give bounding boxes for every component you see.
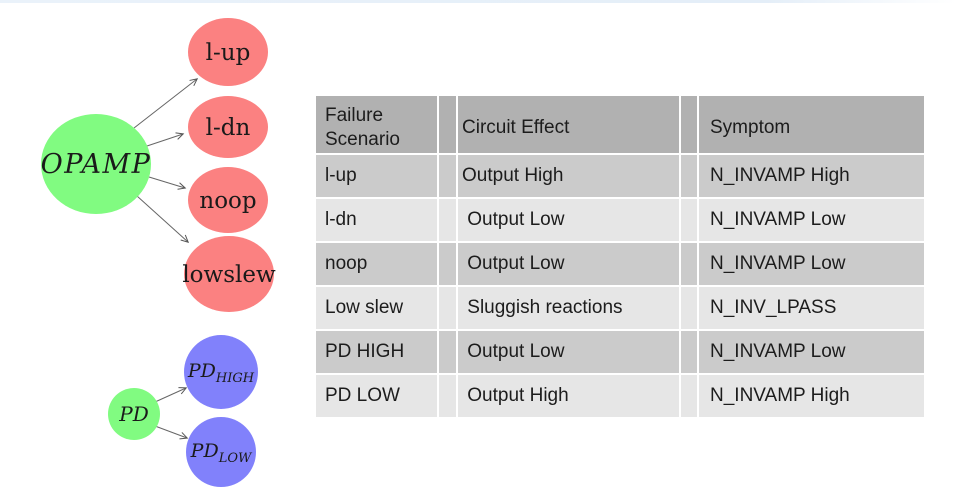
- node-noop: [188, 167, 268, 233]
- cell-r1-spacer1: [439, 155, 456, 197]
- node-pd: [108, 388, 160, 440]
- node-l-up-label: l-up: [206, 40, 251, 66]
- node-pd-high-main: PD: [187, 360, 216, 382]
- cell-r4-scenario: Low slew: [316, 287, 437, 329]
- node-lowslew-label: lowslew: [182, 262, 276, 288]
- cell-r2-symptom: N_INVAMP Low: [699, 199, 924, 241]
- node-pd-low-subscript: LOW: [218, 451, 253, 466]
- header-symptom: Symptom: [699, 96, 924, 153]
- cell-r2-effect: Output Low: [458, 199, 679, 241]
- cell-r3-scenario: noop: [316, 243, 437, 285]
- node-pd-low-main: PD: [190, 440, 219, 462]
- node-noop-label: noop: [199, 188, 256, 214]
- edge-opamp-lup: [133, 79, 197, 129]
- cell-r4-effect: Sluggish reactions: [458, 287, 679, 329]
- cell-r5-symptom: N_INVAMP Low: [699, 331, 924, 373]
- cell-r3-effect: Output Low: [458, 243, 679, 285]
- node-pd-low: [186, 417, 256, 487]
- edge-opamp-lowslew: [136, 195, 188, 242]
- node-pd-high-label: PDHIGH: [187, 360, 255, 386]
- cell-r4-spacer2: [681, 287, 697, 329]
- cell-r6-spacer2: [681, 375, 697, 417]
- edge-opamp-ldn: [146, 134, 183, 147]
- node-pd-low-label: PDLOW: [190, 440, 253, 466]
- cell-r5-scenario: PD HIGH: [316, 331, 437, 373]
- cell-r1-effect: Output High: [458, 155, 679, 197]
- cell-r2-spacer1: [439, 199, 456, 241]
- node-l-dn: [188, 96, 268, 158]
- header-spacer-1: [439, 96, 456, 153]
- cell-r1-scenario: l-up: [316, 155, 437, 197]
- node-opamp-label: OPAMP: [41, 149, 152, 180]
- node-pd-high: [184, 335, 258, 409]
- node-pd-high-subscript: HIGH: [215, 371, 255, 386]
- edge-opamp-noop: [148, 176, 185, 188]
- cell-r6-spacer1: [439, 375, 456, 417]
- cell-r1-symptom: N_INVAMP High: [699, 155, 924, 197]
- cell-r4-spacer1: [439, 287, 456, 329]
- cell-r6-scenario: PD LOW: [316, 375, 437, 417]
- opamp-tree: OPAMP l-up l-dn noop lowslew: [41, 18, 276, 312]
- window-top-edge-line: [0, 0, 956, 3]
- cell-r6-effect: Output High: [458, 375, 679, 417]
- fault-tree-diagram: OPAMP l-up l-dn noop lowslew PD PDHIGH P…: [41, 18, 276, 487]
- cell-r3-symptom: N_INVAMP Low: [699, 243, 924, 285]
- cell-r5-spacer2: [681, 331, 697, 373]
- node-l-up: [188, 18, 268, 86]
- node-pd-label: PD: [118, 402, 149, 426]
- header-spacer-2: [681, 96, 697, 153]
- cell-r4-symptom: N_INV_LPASS: [699, 287, 924, 329]
- node-lowslew: [184, 236, 274, 312]
- cell-r3-spacer1: [439, 243, 456, 285]
- cell-r3-spacer2: [681, 243, 697, 285]
- cell-r6-symptom: N_INVAMP High: [699, 375, 924, 417]
- cell-r5-effect: Output Low: [458, 331, 679, 373]
- edge-pd-high: [154, 388, 186, 403]
- pd-tree: PD PDHIGH PDLOW: [108, 335, 258, 487]
- header-circuit-effect: Circuit Effect: [458, 96, 679, 153]
- cell-r1-spacer2: [681, 155, 697, 197]
- cell-r5-spacer1: [439, 331, 456, 373]
- node-l-dn-label: l-dn: [206, 115, 251, 141]
- node-opamp: [41, 114, 151, 214]
- header-failure-scenario: Failure Scenario: [316, 96, 437, 153]
- cell-r2-scenario: l-dn: [316, 199, 437, 241]
- edge-pd-low: [154, 425, 187, 438]
- failure-table: Failure Scenario Circuit Effect Symptom …: [316, 96, 924, 417]
- cell-r2-spacer2: [681, 199, 697, 241]
